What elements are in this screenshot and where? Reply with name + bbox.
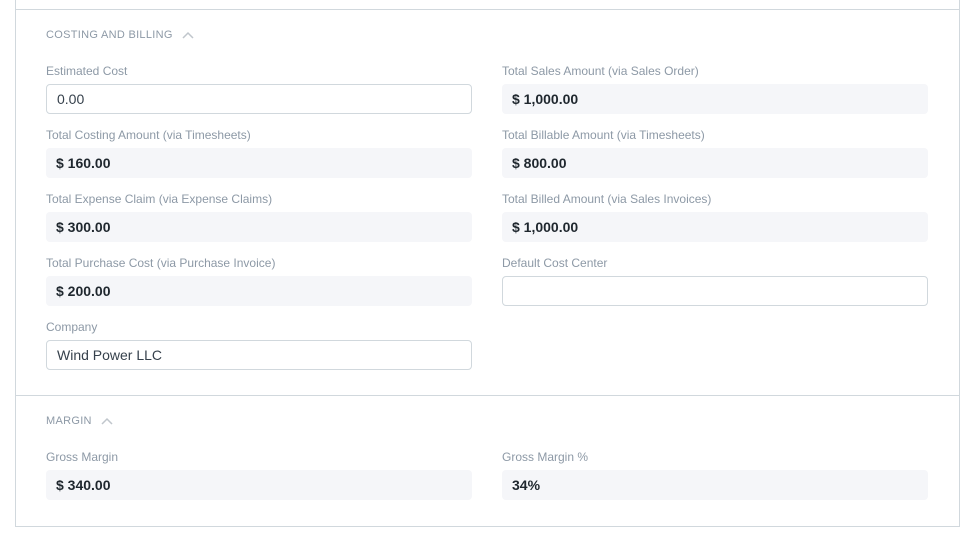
total-expense-claim-label: Total Expense Claim (via Expense Claims) bbox=[46, 192, 273, 206]
chevron-up-icon[interactable] bbox=[101, 417, 113, 425]
gross-margin-label: Gross Margin bbox=[46, 450, 119, 464]
total-sales-amount-label: Total Sales Amount (via Sales Order) bbox=[502, 64, 699, 78]
total-purchase-cost-value: $ 200.00 bbox=[46, 276, 472, 306]
company-label: Company bbox=[46, 320, 98, 334]
total-sales-amount-value: $ 1,000.00 bbox=[502, 84, 928, 114]
total-expense-claim-value: $ 300.00 bbox=[46, 212, 472, 242]
section-divider bbox=[16, 9, 959, 10]
total-billed-amount-value: $ 1,000.00 bbox=[502, 212, 928, 242]
gross-margin-pct-value: 34% bbox=[502, 470, 928, 500]
total-costing-amount-value: $ 160.00 bbox=[46, 148, 472, 178]
chevron-up-icon[interactable] bbox=[182, 31, 194, 39]
total-billable-amount-label: Total Billable Amount (via Timesheets) bbox=[502, 128, 705, 142]
form-frame bbox=[15, 0, 960, 527]
gross-margin-pct-label: Gross Margin % bbox=[502, 450, 589, 464]
total-costing-amount-label: Total Costing Amount (via Timesheets) bbox=[46, 128, 251, 142]
estimated-cost-label: Estimated Cost bbox=[46, 64, 128, 78]
section-title: MARGIN bbox=[46, 415, 92, 427]
estimated-cost-input[interactable]: 0.00 bbox=[46, 84, 472, 114]
section-header-margin[interactable]: MARGIN bbox=[46, 415, 113, 427]
default-cost-center-input[interactable] bbox=[502, 276, 928, 306]
section-divider bbox=[16, 395, 959, 396]
total-purchase-cost-label: Total Purchase Cost (via Purchase Invoic… bbox=[46, 256, 276, 270]
company-input[interactable]: Wind Power LLC bbox=[46, 340, 472, 370]
section-title: COSTING AND BILLING bbox=[46, 29, 173, 41]
default-cost-center-label: Default Cost Center bbox=[502, 256, 608, 270]
section-header-costing-and-billing[interactable]: COSTING AND BILLING bbox=[46, 29, 194, 41]
gross-margin-value: $ 340.00 bbox=[46, 470, 472, 500]
total-billed-amount-label: Total Billed Amount (via Sales Invoices) bbox=[502, 192, 712, 206]
total-billable-amount-value: $ 800.00 bbox=[502, 148, 928, 178]
